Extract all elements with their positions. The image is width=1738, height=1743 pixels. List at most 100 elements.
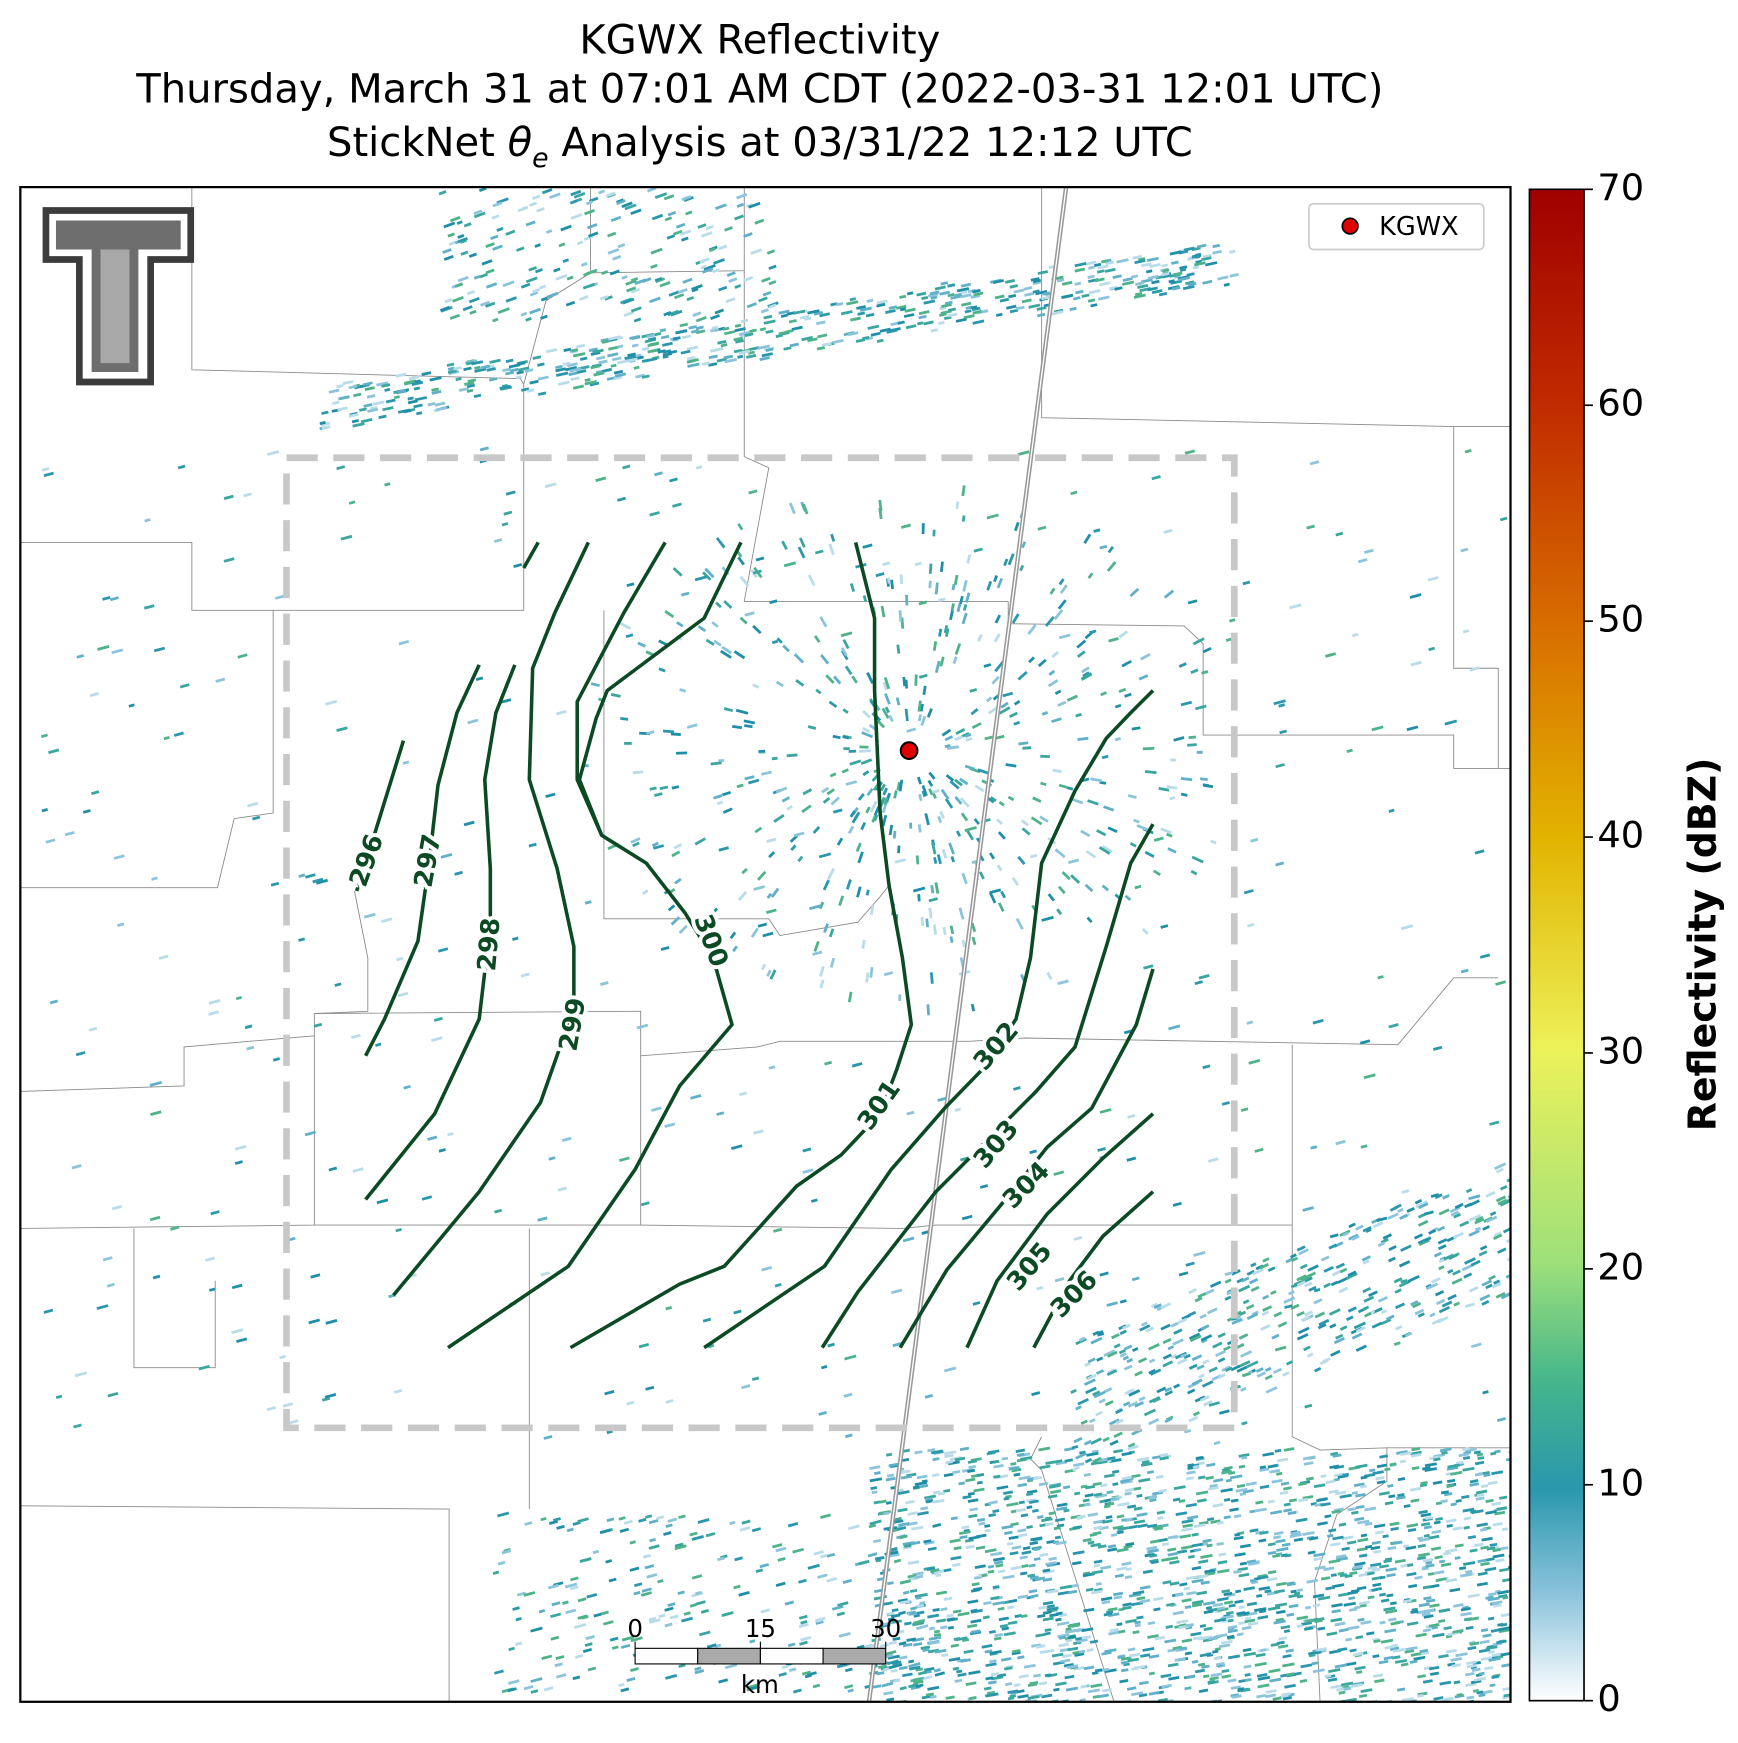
- echo: [1264, 1374, 1273, 1381]
- echo: [959, 777, 969, 786]
- echo: [645, 1385, 655, 1391]
- echo: [995, 1563, 1004, 1568]
- echo: [545, 348, 558, 354]
- echo: [927, 1648, 940, 1654]
- echo: [1392, 1647, 1405, 1653]
- echo: [862, 595, 867, 602]
- echo: [1026, 1525, 1033, 1529]
- echo: [1423, 1596, 1432, 1601]
- echo: [646, 1573, 658, 1579]
- echo: [712, 268, 721, 274]
- echo: [1088, 289, 1101, 295]
- echo: [1498, 1628, 1511, 1634]
- echo: [908, 1662, 921, 1668]
- echo: [1073, 1462, 1085, 1467]
- echo: [1160, 827, 1172, 835]
- echo: [700, 264, 707, 270]
- echo: [1348, 1222, 1356, 1229]
- echo: [695, 325, 704, 330]
- echo: [738, 330, 751, 336]
- echo: [1151, 1455, 1162, 1460]
- echo: [1127, 794, 1137, 799]
- echo: [555, 367, 567, 373]
- echo: [993, 1464, 1004, 1469]
- echo: [1093, 1519, 1104, 1525]
- echo: [918, 793, 923, 802]
- echo: [1177, 1317, 1188, 1325]
- echo: [1485, 1510, 1497, 1515]
- echo: [1376, 1463, 1388, 1469]
- echo: [1047, 679, 1059, 688]
- echo: [1489, 1683, 1496, 1688]
- echo: [1302, 1531, 1315, 1537]
- echo: [1091, 1569, 1103, 1575]
- echo: [1216, 1520, 1224, 1525]
- echo: [1481, 1279, 1493, 1287]
- echo: [1197, 1292, 1207, 1299]
- echo: [1501, 1662, 1511, 1668]
- echo: [564, 1582, 578, 1589]
- echo: [819, 1553, 828, 1559]
- echo: [1070, 874, 1081, 884]
- echo: [1081, 293, 1090, 298]
- echo: [865, 889, 870, 896]
- echo: [1446, 1523, 1453, 1528]
- echo: [1176, 1619, 1189, 1625]
- echo: [1318, 1318, 1330, 1327]
- echo: [623, 1519, 633, 1525]
- echo: [550, 1612, 562, 1619]
- echo: [1257, 1575, 1269, 1580]
- echo: [737, 354, 744, 359]
- echo: [673, 843, 682, 850]
- echo: [924, 1394, 934, 1399]
- echo: [1192, 1464, 1200, 1469]
- echo: [1502, 1686, 1511, 1691]
- echo: [616, 199, 626, 206]
- echo: [1477, 1571, 1488, 1577]
- echo: [454, 282, 464, 288]
- echo: [1203, 784, 1214, 789]
- echo: [1181, 1519, 1194, 1524]
- echo: [1363, 1073, 1376, 1080]
- echo: [710, 327, 720, 333]
- echo: [1210, 1519, 1221, 1524]
- echo: [1134, 1664, 1146, 1670]
- echo: [1351, 1491, 1358, 1495]
- echo: [1084, 883, 1094, 893]
- echo: [1097, 1332, 1105, 1337]
- echo: [467, 378, 477, 383]
- echo: [1139, 1585, 1151, 1590]
- echo: [234, 1160, 243, 1165]
- echo: [635, 373, 645, 379]
- echo: [1330, 1280, 1339, 1287]
- echo: [128, 703, 135, 708]
- echo: [663, 311, 672, 317]
- echo: [992, 1585, 1000, 1589]
- echo: [1300, 1274, 1312, 1282]
- echo: [358, 407, 367, 412]
- echo: [599, 295, 609, 301]
- echo: [1379, 1620, 1386, 1625]
- contour-label: 304: [997, 1156, 1056, 1215]
- echo: [1493, 1279, 1501, 1285]
- echo: [1030, 277, 1040, 282]
- echo: [595, 476, 607, 482]
- echo: [1259, 1465, 1267, 1470]
- echo: [700, 1609, 710, 1614]
- echo: [1184, 1686, 1192, 1691]
- echo: [961, 732, 970, 738]
- echo: [1162, 1353, 1172, 1360]
- echo: [1440, 1608, 1447, 1613]
- echo: [1274, 1345, 1287, 1352]
- echo: [579, 295, 589, 301]
- echo: [1194, 980, 1203, 986]
- echo: [1033, 1673, 1041, 1678]
- echo: [1273, 1531, 1284, 1536]
- echo: [1017, 1655, 1025, 1660]
- echo: [1129, 842, 1137, 848]
- echo: [485, 268, 495, 275]
- echo: [844, 1354, 857, 1361]
- echo: [706, 1643, 717, 1649]
- echo: [1238, 1605, 1245, 1610]
- echo: [1467, 1645, 1477, 1651]
